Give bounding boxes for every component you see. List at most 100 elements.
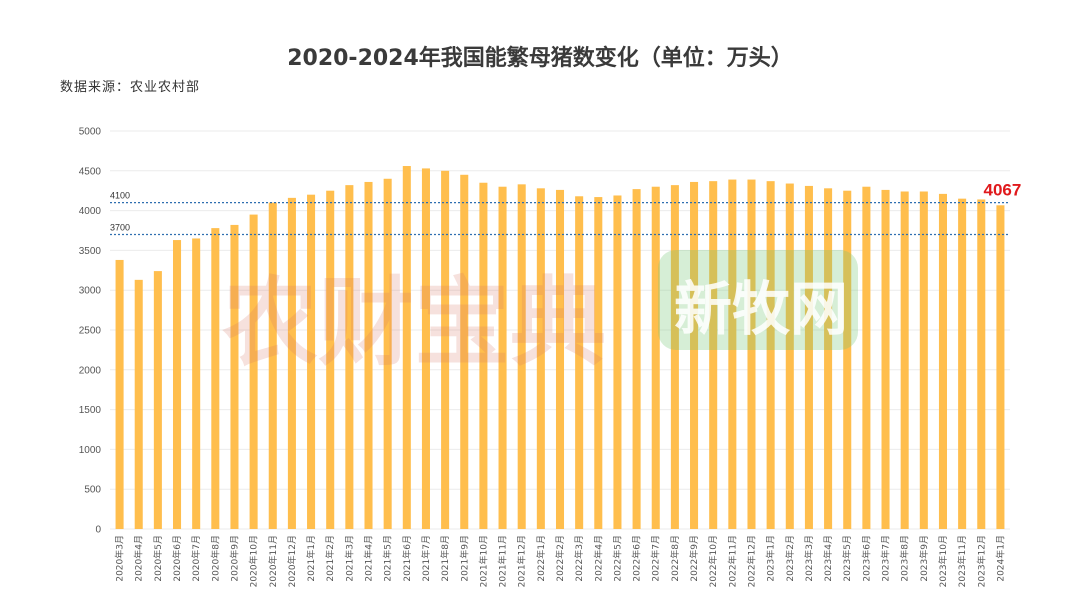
- x-tick-label: 2021年11月: [497, 535, 509, 587]
- y-tick-label: 0: [95, 525, 101, 536]
- x-tick-label: 2022年11月: [726, 535, 738, 587]
- bar: [651, 186, 660, 529]
- x-tick-label: 2021年3月: [343, 535, 355, 582]
- x-tick-label: 2022年6月: [631, 535, 643, 582]
- watermark-left: 农财宝典: [222, 267, 606, 379]
- y-tick-label: 4500: [79, 166, 102, 177]
- chart-title: 2020-2024年我国能繁母猪数变化（单位：万头）: [287, 46, 793, 71]
- x-tick-label: 2023年4月: [822, 535, 834, 582]
- bar: [326, 190, 335, 529]
- x-tick-label: 2020年7月: [190, 535, 202, 582]
- bar: [977, 199, 986, 529]
- x-tick-label: 2023年8月: [899, 535, 911, 582]
- bar: [517, 184, 526, 529]
- bar: [364, 181, 373, 529]
- bar: [192, 238, 201, 529]
- x-tick-label: 2021年5月: [382, 535, 394, 582]
- x-tick-label: 2020年5月: [152, 535, 164, 582]
- x-tick-label: 2022年9月: [688, 535, 700, 582]
- x-tick-label: 2020年11月: [267, 535, 279, 587]
- x-tick-label: 2021年7月: [420, 535, 432, 582]
- bar: [709, 181, 718, 529]
- x-tick-label: 2023年9月: [918, 535, 930, 582]
- bar: [900, 191, 909, 529]
- x-tick-label: 2022年12月: [745, 535, 757, 587]
- bar: [383, 178, 392, 529]
- bar: [134, 279, 143, 529]
- bar: [173, 240, 182, 529]
- x-tick-label: 2021年9月: [458, 535, 470, 582]
- x-tick-label: 2023年5月: [841, 535, 853, 582]
- data-source-note: 数据来源：农业农村部: [60, 80, 201, 95]
- bar: [881, 189, 890, 530]
- bar: [766, 181, 775, 529]
- x-tick-label: 2021年6月: [401, 535, 413, 582]
- x-tick-label: 2021年12月: [516, 535, 528, 587]
- watermark-right: 新牧网: [658, 250, 858, 350]
- bar: [824, 188, 833, 529]
- bar: [402, 166, 411, 530]
- bar: [287, 197, 296, 529]
- x-tick-label: 2021年2月: [324, 535, 336, 582]
- x-tick-label: 2022年5月: [611, 535, 623, 582]
- x-tick-label: 2023年7月: [880, 535, 892, 582]
- x-tick-label: 2022年3月: [573, 535, 585, 582]
- bar: [632, 189, 641, 529]
- callout-label: 4067: [984, 180, 1022, 199]
- bar: [536, 188, 545, 529]
- bar: [958, 198, 967, 529]
- x-tick-label: 2024年1月: [994, 535, 1006, 582]
- x-tick-label: 2020年8月: [209, 535, 221, 582]
- bar: [670, 185, 679, 530]
- bar: [498, 186, 507, 529]
- x-tick-label: 2020年4月: [133, 535, 145, 582]
- x-tick-label: 2023年2月: [784, 535, 796, 582]
- x-tick-label: 2022年2月: [554, 535, 566, 582]
- y-tick-label: 2000: [79, 365, 102, 376]
- y-tick-label: 2500: [79, 326, 102, 337]
- bar: [996, 205, 1005, 530]
- x-tick-label: 2021年10月: [477, 535, 489, 587]
- bar: [804, 185, 813, 529]
- bar: [919, 191, 928, 529]
- bar: [479, 182, 488, 530]
- x-tick-label: 2021年4月: [363, 535, 375, 582]
- bar: [345, 185, 354, 530]
- y-tick-label: 4000: [79, 206, 102, 217]
- reference-line-label: 3700: [110, 222, 130, 232]
- y-tick-label: 5000: [79, 127, 102, 138]
- bar: [862, 186, 871, 529]
- reference-line-label: 4100: [110, 191, 130, 201]
- bar: [555, 189, 565, 530]
- y-tick-label: 3000: [79, 286, 102, 297]
- bar: [575, 196, 584, 529]
- x-tick-label: 2023年6月: [860, 535, 872, 582]
- bar: [690, 181, 699, 529]
- y-tick-label: 500: [84, 485, 101, 496]
- x-tick-label: 2020年10月: [248, 535, 260, 587]
- bar: [938, 193, 947, 529]
- x-tick-label: 2023年10月: [937, 535, 949, 587]
- y-tick-label: 1500: [79, 405, 102, 416]
- bar: [594, 197, 603, 529]
- x-tick-label: 2022年10月: [707, 535, 719, 587]
- bar: [843, 190, 852, 529]
- bar: [785, 183, 794, 529]
- x-tick-label: 2023年12月: [975, 535, 987, 587]
- bar: [153, 271, 162, 529]
- bar: [747, 179, 756, 529]
- bar: [268, 202, 277, 529]
- x-tick-label: 2020年12月: [286, 535, 298, 587]
- bar: [441, 170, 450, 530]
- bar: [307, 194, 316, 529]
- bar: [211, 228, 220, 529]
- watermark-right-text: 新牧网: [674, 275, 849, 343]
- bar: [613, 195, 622, 529]
- x-tick-label: 2022年8月: [669, 535, 681, 582]
- y-tick-label: 3500: [79, 246, 102, 257]
- bar: [460, 174, 469, 529]
- bar: [249, 214, 258, 529]
- x-tick-label: 2023年3月: [803, 535, 815, 582]
- bar: [230, 224, 239, 530]
- x-tick-label: 2022年4月: [592, 535, 604, 582]
